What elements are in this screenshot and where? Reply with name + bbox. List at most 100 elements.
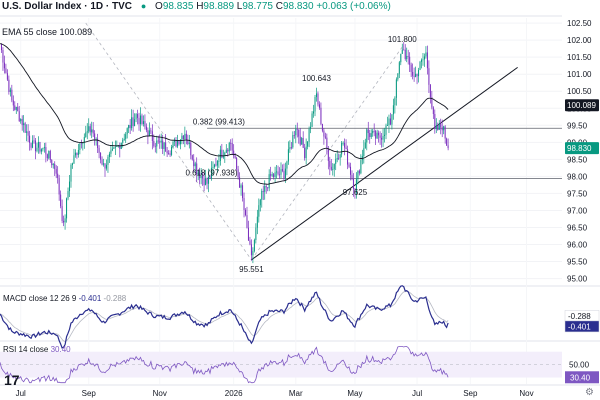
candle-body[interactable] [17,106,19,112]
candle-body[interactable] [262,190,264,192]
fib-retracement-line[interactable] [251,46,403,261]
candle-body[interactable] [86,131,88,133]
candle-body[interactable] [116,146,118,147]
candle-body[interactable] [250,244,252,256]
candle-body[interactable] [397,73,399,80]
candle-body[interactable] [15,106,17,110]
candle-body[interactable] [139,115,142,125]
candle-body[interactable] [181,135,183,140]
candle-body[interactable] [160,140,162,143]
eye-icon[interactable]: ● [140,1,147,11]
candle-body[interactable] [165,142,167,152]
candle-body[interactable] [123,138,125,140]
candle-body[interactable] [446,138,448,146]
candle-body[interactable] [54,163,56,170]
macd-signal-line[interactable] [0,291,449,343]
candle-body[interactable] [435,125,437,130]
candle-body[interactable] [5,68,7,74]
candle-body[interactable] [412,71,414,76]
candle-body[interactable] [23,123,25,126]
candle-body[interactable] [168,153,170,155]
candle-body[interactable] [398,62,400,74]
candle-body[interactable] [200,175,202,179]
candle-body[interactable] [197,172,199,175]
candle-body[interactable] [185,133,187,141]
candle-body[interactable] [80,143,82,145]
macd-legend[interactable]: MACD close 12 26 9 -0.401 -0.288 [3,294,126,303]
candle-body[interactable] [40,149,42,152]
candle-body[interactable] [327,148,329,161]
candle-body[interactable] [249,240,251,245]
candle-body[interactable] [33,140,35,142]
ema-legend[interactable]: EMA 55 close 100.089 [2,27,92,37]
candle-body[interactable] [330,166,332,170]
candle-body[interactable] [240,185,242,188]
candle-body[interactable] [51,160,53,166]
candle-body[interactable] [57,173,59,178]
candle-body[interactable] [413,75,415,77]
candle-body[interactable] [114,146,116,148]
candle-body[interactable] [231,143,233,151]
candle-body[interactable] [443,126,445,131]
candle-body[interactable] [339,154,341,159]
candle-body[interactable] [131,117,133,129]
candle-body[interactable] [26,131,28,133]
candle-body[interactable] [364,142,366,149]
candle-body[interactable] [329,160,331,167]
rsi-line[interactable] [0,346,449,384]
candle-body[interactable] [67,191,69,199]
candle-body[interactable] [271,174,273,176]
candle-body[interactable] [283,170,285,179]
candle-body[interactable] [6,73,8,80]
candle-body[interactable] [224,152,226,156]
candle-body[interactable] [34,140,37,152]
candle-body[interactable] [138,117,140,125]
candle-body[interactable] [166,151,168,154]
candle-body[interactable] [400,53,402,63]
candle-body[interactable] [247,227,249,241]
candle-body[interactable] [264,186,266,192]
candle-body[interactable] [190,142,192,156]
candle-body[interactable] [61,206,63,221]
candle-body[interactable] [182,135,184,140]
candle-body[interactable] [381,137,383,140]
candle-body[interactable] [409,56,411,65]
candle-body[interactable] [416,73,418,77]
candle-body[interactable] [129,125,131,129]
candle-body[interactable] [101,159,103,165]
candle-body[interactable] [369,133,371,138]
candle-body[interactable] [418,69,420,77]
candle-body[interactable] [384,134,386,136]
trendline[interactable] [251,66,518,261]
candle-body[interactable] [176,140,178,147]
candle-body[interactable] [252,250,254,256]
candle-body[interactable] [308,128,310,142]
candle-body[interactable] [317,93,319,105]
candle-body[interactable] [79,143,81,151]
candle-body[interactable] [46,154,48,159]
candle-body[interactable] [360,160,362,174]
candle-body[interactable] [349,166,352,175]
candle-body[interactable] [426,52,428,69]
candle-body[interactable] [423,56,425,60]
candle-body[interactable] [281,169,283,171]
candle-body[interactable] [307,141,309,147]
candle-body[interactable] [21,118,23,126]
candle-body[interactable] [347,149,349,165]
candle-body[interactable] [376,132,378,139]
candle-body[interactable] [367,129,369,134]
candle-body[interactable] [148,130,150,137]
candle-body[interactable] [342,142,344,144]
candle-body[interactable] [373,130,375,132]
candle-body[interactable] [132,117,134,127]
candle-body[interactable] [169,153,171,155]
candle-body[interactable] [196,163,198,175]
candle-body[interactable] [441,127,443,131]
candle-body[interactable] [108,153,110,157]
candle-body[interactable] [244,209,247,216]
candle-body[interactable] [49,151,51,161]
candle-body[interactable] [202,175,204,179]
ema-line[interactable] [0,43,449,185]
candle-body[interactable] [144,121,146,127]
candle-body[interactable] [175,139,177,147]
